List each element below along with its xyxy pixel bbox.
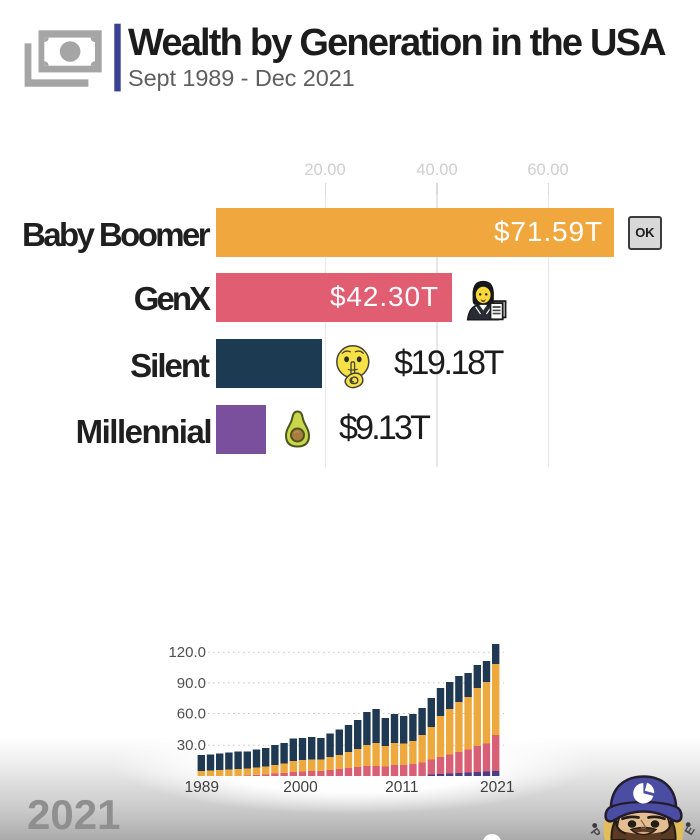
svg-text:30.0: 30.0 xyxy=(177,737,206,754)
svg-text:60.0: 60.0 xyxy=(177,706,206,723)
svg-text:2021: 2021 xyxy=(480,779,514,796)
svg-text:2011: 2011 xyxy=(385,779,418,796)
svg-text:P: P xyxy=(588,825,604,840)
svg-text:120.0: 120.0 xyxy=(168,644,206,661)
svg-text:90.0: 90.0 xyxy=(177,675,206,692)
svg-text:2000: 2000 xyxy=(283,779,318,796)
svg-text:1989: 1989 xyxy=(185,779,219,796)
